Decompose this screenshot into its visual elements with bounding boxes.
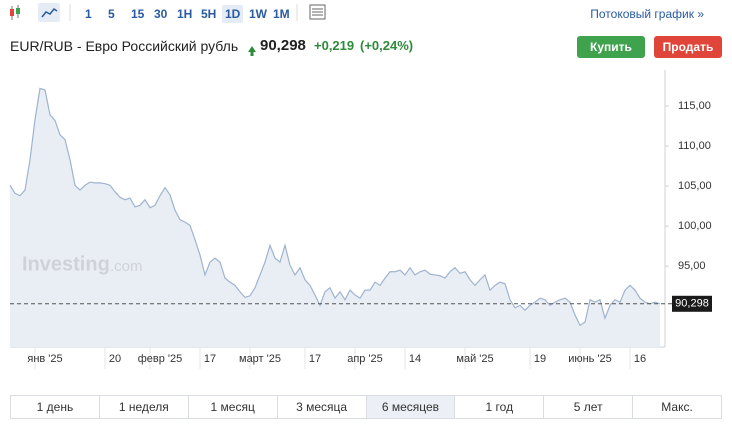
- interval-button[interactable]: 1H: [177, 7, 193, 21]
- buy-button[interactable]: Купить: [577, 36, 645, 58]
- interval-button[interactable]: 5: [108, 7, 115, 21]
- interval-button[interactable]: 15: [131, 7, 145, 21]
- current-price-label: 90,298: [675, 298, 709, 310]
- x-tick-label: март '25: [239, 353, 281, 365]
- up-arrow: [248, 46, 256, 56]
- price: 90,298: [260, 37, 306, 54]
- settings-icon[interactable]: [309, 4, 326, 20]
- y-tick-label: 110,00: [678, 140, 711, 152]
- chart: Investing .com 95,00100,00105,00110,0011…: [9, 3, 712, 369]
- sell-button[interactable]: Продать: [654, 36, 722, 58]
- x-tick-label: февр '25: [138, 353, 183, 365]
- interval-button[interactable]: 5H: [201, 7, 217, 21]
- range-tab[interactable]: 5 лет: [544, 396, 634, 418]
- range-tab[interactable]: 1 месяц: [189, 396, 278, 418]
- toolbar: Потоковый график » 1 5 15 30 1H 5H 1D 1W 1M: [0, 2, 732, 24]
- range-tab[interactable]: Макс.: [661, 400, 693, 414]
- interval-button[interactable]: 1W: [249, 7, 267, 21]
- change-percent: (+0,24%): [360, 38, 414, 53]
- range-tabs: 1 день 1 неделя 1 месяц 3 месяца 6 месяцев 1 …: [10, 395, 722, 419]
- line-icon: [41, 7, 58, 18]
- interval-button[interactable]: 1D: [222, 5, 244, 23]
- y-tick-label: 105,00: [678, 180, 712, 192]
- range-tab[interactable]: 3 месяца: [278, 396, 367, 418]
- y-tick-label: 115,00: [678, 100, 711, 112]
- change: +0,219: [314, 38, 355, 53]
- range-tab[interactable]: 6 месяцев: [366, 396, 456, 418]
- x-tick-label: 17: [309, 353, 321, 365]
- x-tick-label: июнь '25: [568, 353, 612, 365]
- interval-button[interactable]: 1: [85, 7, 92, 21]
- watermark-suffix: .com: [110, 258, 143, 275]
- x-tick-label: 17: [204, 353, 216, 365]
- x-tick-label: 20: [109, 353, 121, 365]
- area: [10, 88, 660, 347]
- interval-button[interactable]: 30: [154, 7, 168, 21]
- x-tick-label: янв '25: [27, 353, 62, 365]
- toolbar-icons: [10, 3, 326, 22]
- interval-button[interactable]: 1M: [273, 7, 290, 21]
- candle-icon[interactable]: [10, 5, 20, 20]
- price-line: [9, 87, 661, 327]
- symbol: EUR/RUB - Евро Российский рубль: [10, 38, 239, 54]
- x-tick-label: апр '25: [347, 353, 383, 365]
- line-icon-bg[interactable]: [38, 3, 60, 22]
- x-tick-label: 16: [634, 353, 646, 365]
- y-tick-label: 100,00: [678, 220, 712, 232]
- range-tab[interactable]: 1 год: [455, 396, 545, 418]
- watermark: Investing: [22, 253, 110, 275]
- range-tab[interactable]: 1 неделя: [100, 396, 189, 418]
- x-tick-label: 14: [409, 353, 421, 365]
- x-tick-label: 19: [534, 353, 546, 365]
- range-tab[interactable]: 1 день: [11, 396, 100, 418]
- y-tick-label: 95,00: [678, 260, 706, 272]
- current-price-box: [672, 295, 712, 312]
- x-tick-label: май '25: [456, 353, 493, 365]
- streaming-link[interactable]: Потоковый график »: [590, 7, 704, 21]
